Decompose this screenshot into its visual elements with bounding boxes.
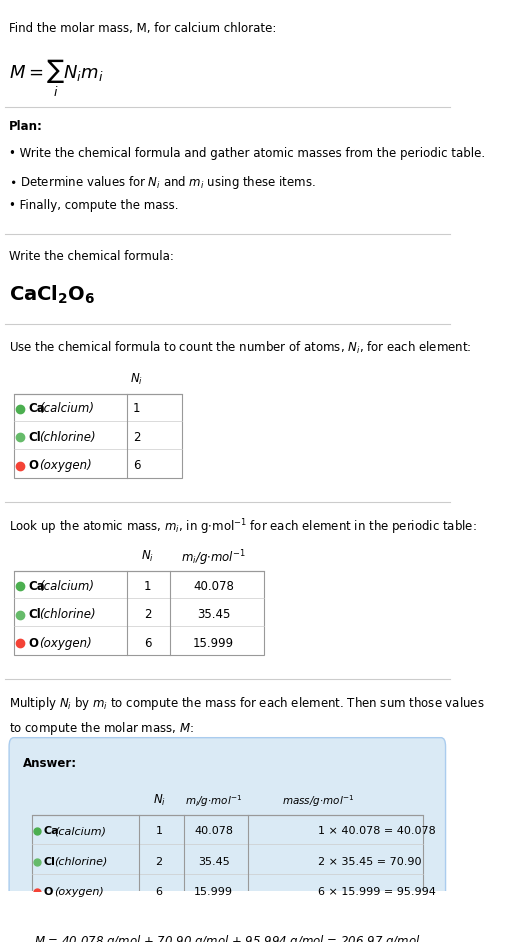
Text: • Write the chemical formula and gather atomic masses from the periodic table.: • Write the chemical formula and gather …: [9, 147, 485, 160]
Text: 1 × 40.078 = 40.078: 1 × 40.078 = 40.078: [318, 826, 436, 836]
Text: $M$ = 40.078 g/mol + 70.90 g/mol + 95.994 g/mol = 206.97 g/mol: $M$ = 40.078 g/mol + 70.90 g/mol + 95.99…: [34, 933, 421, 942]
Text: Find the molar mass, M, for calcium chlorate:: Find the molar mass, M, for calcium chlo…: [9, 23, 277, 35]
Text: O: O: [44, 886, 53, 897]
Text: • Finally, compute the mass.: • Finally, compute the mass.: [9, 199, 179, 212]
Bar: [14, 571, 263, 655]
Text: 40.078: 40.078: [193, 579, 234, 593]
Text: 1: 1: [144, 579, 151, 593]
Text: $N_i$: $N_i$: [130, 371, 143, 386]
Text: 6 × 15.999 = 95.994: 6 × 15.999 = 95.994: [318, 886, 436, 897]
Bar: [14, 394, 182, 478]
Text: 2: 2: [144, 609, 151, 621]
Text: (chlorine): (chlorine): [53, 856, 107, 867]
Text: O: O: [28, 637, 38, 650]
FancyBboxPatch shape: [9, 738, 445, 942]
Bar: [32, 815, 423, 904]
Text: 2 × 35.45 = 70.90: 2 × 35.45 = 70.90: [318, 856, 422, 867]
Text: 1: 1: [156, 826, 162, 836]
Text: 15.999: 15.999: [193, 637, 234, 650]
Text: (oxygen): (oxygen): [53, 886, 103, 897]
Text: Ca: Ca: [28, 402, 45, 415]
Text: $\bullet$ Determine values for $N_i$ and $m_i$ using these items.: $\bullet$ Determine values for $N_i$ and…: [9, 173, 316, 190]
Text: (oxygen): (oxygen): [40, 460, 92, 473]
Text: 35.45: 35.45: [198, 856, 230, 867]
Text: $\mathbf{CaCl_2O_6}$: $\mathbf{CaCl_2O_6}$: [9, 284, 95, 306]
Text: 40.078: 40.078: [194, 826, 233, 836]
Text: $N_i$: $N_i$: [141, 549, 154, 564]
Text: Write the chemical formula:: Write the chemical formula:: [9, 251, 174, 264]
Text: Cl: Cl: [28, 430, 41, 444]
Text: 2: 2: [133, 430, 140, 444]
Text: Ca: Ca: [44, 826, 59, 836]
Text: mass/g$\cdot$mol$^{-1}$: mass/g$\cdot$mol$^{-1}$: [282, 793, 354, 809]
Text: 2: 2: [156, 856, 163, 867]
Text: (calcium): (calcium): [40, 579, 95, 593]
Text: 35.45: 35.45: [197, 609, 230, 621]
Text: 6: 6: [156, 886, 162, 897]
Text: Answer:: Answer:: [23, 757, 77, 771]
Text: (calcium): (calcium): [53, 826, 106, 836]
Text: Look up the atomic mass, $m_i$, in g$\cdot$mol$^{-1}$ for each element in the pe: Look up the atomic mass, $m_i$, in g$\cd…: [9, 517, 477, 537]
Text: (chlorine): (chlorine): [40, 430, 96, 444]
Text: Plan:: Plan:: [9, 121, 43, 133]
Text: 1: 1: [133, 402, 140, 415]
Text: Ca: Ca: [28, 579, 45, 593]
Text: $m_i$/g$\cdot$mol$^{-1}$: $m_i$/g$\cdot$mol$^{-1}$: [181, 549, 246, 568]
Text: (oxygen): (oxygen): [40, 637, 92, 650]
Text: Multiply $N_i$ by $m_i$ to compute the mass for each element. Then sum those val: Multiply $N_i$ by $m_i$ to compute the m…: [9, 695, 485, 712]
Text: $m_i$/g$\cdot$mol$^{-1}$: $m_i$/g$\cdot$mol$^{-1}$: [185, 793, 242, 809]
Text: $M = \sum_i N_i m_i$: $M = \sum_i N_i m_i$: [9, 57, 104, 99]
Text: to compute the molar mass, $M$:: to compute the molar mass, $M$:: [9, 720, 194, 737]
Text: $N_i$: $N_i$: [152, 793, 166, 808]
Text: 15.999: 15.999: [194, 886, 233, 897]
Text: 6: 6: [133, 460, 140, 473]
Text: Use the chemical formula to count the number of atoms, $N_i$, for each element:: Use the chemical formula to count the nu…: [9, 340, 472, 356]
Text: 6: 6: [144, 637, 151, 650]
Text: (chlorine): (chlorine): [40, 609, 96, 621]
Text: (calcium): (calcium): [40, 402, 95, 415]
Text: O: O: [28, 460, 38, 473]
Text: Cl: Cl: [44, 856, 56, 867]
Text: Cl: Cl: [28, 609, 41, 621]
